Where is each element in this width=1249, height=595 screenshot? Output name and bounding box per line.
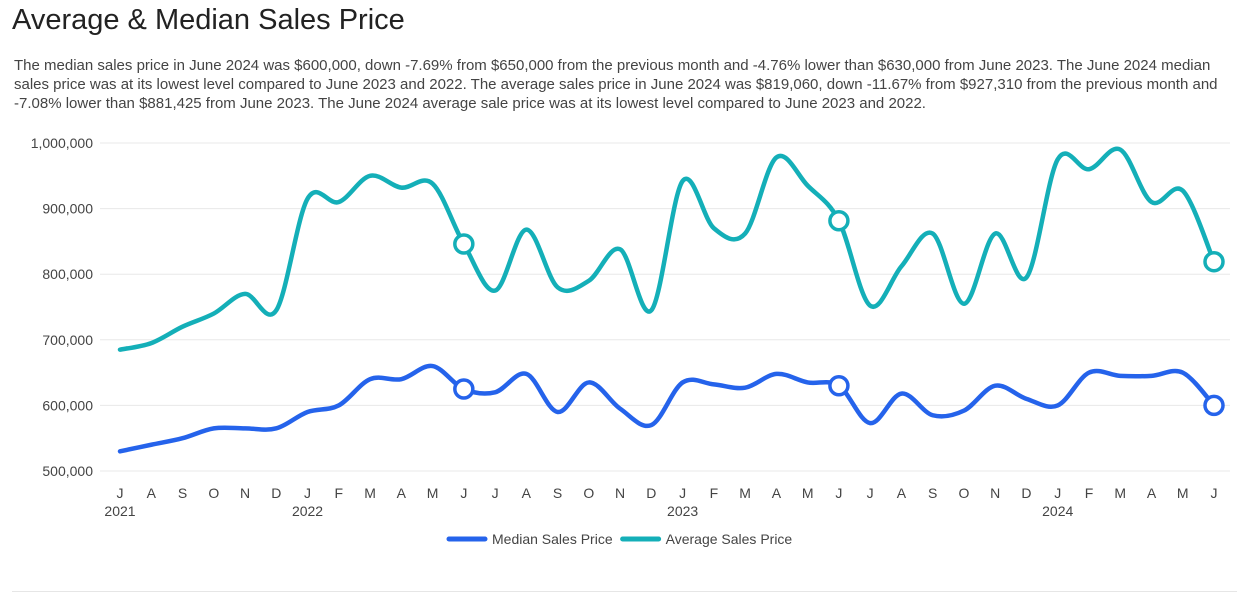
bottom-divider [12,591,1237,592]
x-tick-label: M [427,485,439,501]
x-tick-label: A [147,485,157,501]
highlight-point[interactable] [828,210,850,232]
x-tick-label: A [1147,485,1157,501]
x-axis: J A S O N D J F M A M J J A S O N D J F M A M J J A S O N D J F M A M J 2021… [104,485,1217,519]
chart-description: The median sales price in June 2024 was … [14,57,1218,112]
x-tick-label: S [178,485,187,501]
x-tick-label: A [522,485,532,501]
x-tick-label: O [958,485,969,501]
x-tick-label: J [117,485,124,501]
x-tick-label: M [739,485,751,501]
x-tick-label: D [646,485,656,501]
x-tick-label: J [1054,485,1061,501]
x-tick-label: M [364,485,376,501]
x-tick-label: J [460,485,467,501]
y-axis: 500,000 600,000 700,000 800,000 900,000 1,000… [31,135,94,479]
x-tick-label: N [615,485,625,501]
x-tick-label: O [583,485,594,501]
x-tick-label: N [240,485,250,501]
series-lines [117,146,1217,454]
chart-title: Average & Median Sales Price [12,4,405,36]
y-tick-label: 700,000 [42,332,93,348]
x-tick-label: F [335,485,344,501]
legend-label: Average Sales Price [666,531,793,547]
x-year-label: 2024 [1042,503,1073,519]
y-tick-label: 500,000 [42,463,93,479]
x-tick-label: F [710,485,719,501]
x-tick-label: S [928,485,937,501]
x-tick-label: D [1021,485,1031,501]
x-tick-label: J [492,485,499,501]
y-tick-label: 600,000 [42,397,93,413]
x-tick-label: N [990,485,1000,501]
grid-lines [100,142,1230,472]
highlight-markers [453,210,1225,417]
highlight-point[interactable] [453,233,475,255]
x-tick-label: J [1211,485,1218,501]
x-tick-label: J [304,485,311,501]
x-tick-label: A [397,485,407,501]
legend: Median Sales Price Average Sales Price [446,531,793,547]
x-tick-label: A [897,485,907,501]
highlight-point[interactable] [1203,394,1225,417]
x-year-label: 2021 [104,503,135,519]
y-tick-label: 800,000 [42,266,93,282]
series-line-average [117,146,1217,352]
highlight-point[interactable] [1203,250,1225,273]
y-tick-label: 900,000 [42,201,93,217]
x-tick-label: S [553,485,562,501]
x-year-label: 2023 [667,503,698,519]
x-tick-label: J [679,485,686,501]
y-tick-label: 1,000,000 [31,135,93,151]
x-year-label: 2022 [292,503,323,519]
highlight-point[interactable] [453,378,475,400]
x-tick-label: J [867,485,874,501]
x-tick-label: M [1177,485,1189,501]
highlight-point[interactable] [828,374,850,397]
x-tick-label: M [1114,485,1126,501]
x-tick-label: F [1085,485,1094,501]
series-line-median [117,363,1217,454]
x-tick-label: J [835,485,842,501]
x-tick-label: M [802,485,814,501]
x-tick-label: D [271,485,281,501]
legend-label: Median Sales Price [492,531,613,547]
x-tick-label: O [208,485,219,501]
x-tick-label: A [772,485,782,501]
line-chart: 500,000 600,000 700,000 800,000 900,000 1,000… [31,135,1230,547]
